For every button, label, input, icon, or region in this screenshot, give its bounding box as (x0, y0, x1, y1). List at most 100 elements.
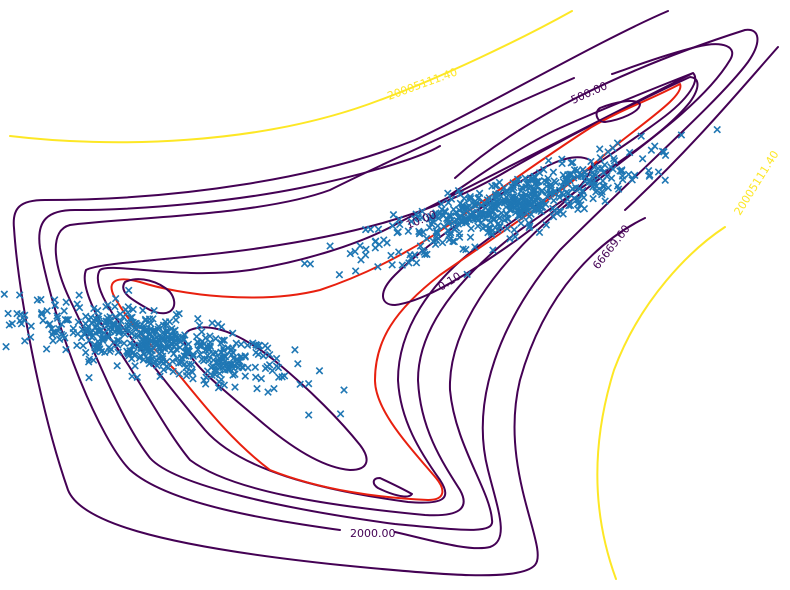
data-point (270, 384, 278, 393)
data-point (296, 380, 304, 389)
contour-label: 2000.00 (350, 527, 396, 540)
data-point (564, 171, 572, 179)
data-point (20, 315, 28, 324)
data-point (474, 222, 482, 230)
data-point (563, 195, 572, 204)
data-point (465, 202, 473, 210)
data-point (549, 196, 558, 205)
data-point (57, 320, 66, 328)
data-point (274, 363, 283, 372)
data-point (441, 207, 449, 215)
data-point (624, 170, 633, 179)
data-point (115, 329, 123, 337)
data-point (523, 203, 532, 211)
data-point (37, 310, 46, 319)
data-point (371, 237, 380, 245)
data-point (351, 267, 360, 275)
data-point (113, 336, 122, 345)
data-point (114, 348, 123, 357)
data-point (128, 372, 136, 381)
data-point (416, 242, 425, 250)
contour-label: 0.10 (436, 270, 464, 294)
data-point (252, 348, 260, 357)
data-point (214, 383, 223, 392)
data-point (450, 217, 458, 226)
data-point (558, 182, 566, 190)
data-point (198, 355, 206, 363)
data-point (555, 186, 564, 194)
data-point (212, 349, 220, 357)
contour-line-0p1-tip (372, 477, 413, 498)
data-point (263, 362, 271, 371)
data-point (117, 317, 125, 325)
data-point (594, 164, 603, 173)
data-point (140, 324, 148, 333)
data-point (162, 362, 171, 371)
data-point (145, 331, 154, 339)
data-point (420, 248, 428, 256)
data-point (388, 221, 397, 230)
contour-line-100 (83, 76, 699, 517)
data-point (580, 204, 589, 213)
data-point (156, 372, 164, 381)
data-point (425, 223, 434, 232)
data-point (124, 303, 133, 311)
data-point (462, 217, 471, 225)
data-point (85, 316, 93, 324)
data-point (613, 139, 622, 147)
data-point (491, 190, 500, 199)
data-point (510, 226, 518, 234)
data-point (550, 189, 558, 198)
data-point (415, 229, 424, 238)
data-point (194, 314, 202, 323)
data-point (57, 330, 66, 339)
data-point (407, 217, 416, 226)
contour-label: 66669.60 (590, 222, 633, 271)
data-point (517, 219, 525, 227)
data-point (203, 351, 212, 360)
data-point (259, 352, 268, 360)
data-point (222, 360, 231, 369)
data-point (37, 295, 45, 304)
data-point (93, 306, 102, 315)
data-point (383, 239, 391, 247)
data-point (60, 307, 68, 315)
data-point (272, 354, 281, 363)
data-point (79, 341, 87, 350)
data-point (460, 209, 468, 217)
data-point (388, 261, 396, 269)
data-point (81, 348, 90, 357)
data-point (450, 225, 458, 233)
data-point (549, 168, 558, 176)
data-point (555, 193, 564, 202)
data-point (106, 313, 114, 321)
data-point (609, 165, 617, 173)
data-point (304, 379, 313, 388)
data-point (164, 344, 172, 352)
data-point (631, 171, 639, 180)
data-point (241, 353, 250, 361)
data-point (389, 210, 398, 219)
data-point (539, 165, 548, 174)
data-point (294, 359, 302, 368)
contour-label: 20005111.40 (386, 65, 459, 102)
data-point (21, 337, 29, 345)
data-point (346, 249, 355, 258)
data-point (614, 185, 623, 193)
data-point (589, 194, 597, 203)
data-point (542, 182, 551, 191)
data-point (543, 188, 551, 196)
data-point (75, 291, 83, 299)
data-point (155, 349, 164, 358)
data-point (188, 360, 196, 369)
data-point (182, 371, 191, 380)
data-point (525, 223, 534, 232)
data-point (195, 321, 204, 330)
data-point (475, 209, 484, 217)
data-point (503, 188, 512, 196)
data-point (168, 334, 177, 342)
data-point (232, 355, 241, 364)
data-point (371, 244, 380, 252)
data-point (467, 224, 475, 233)
